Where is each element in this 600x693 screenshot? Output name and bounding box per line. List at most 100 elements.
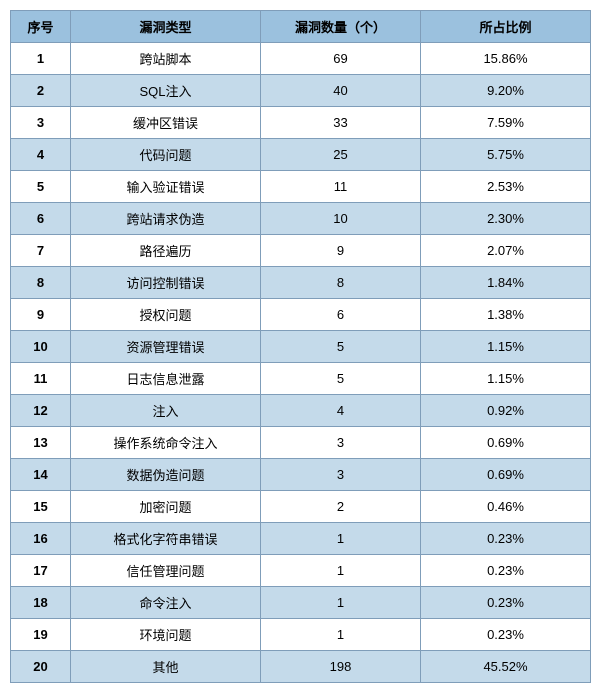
cell-type: 数据伪造问题	[71, 459, 261, 491]
cell-pct: 2.07%	[421, 235, 591, 267]
cell-seq: 7	[11, 235, 71, 267]
cell-seq: 19	[11, 619, 71, 651]
table-row: 9授权问题61.38%	[11, 299, 591, 331]
cell-pct: 0.23%	[421, 587, 591, 619]
cell-count: 4	[261, 395, 421, 427]
cell-count: 3	[261, 459, 421, 491]
cell-seq: 11	[11, 363, 71, 395]
table-row: 19环境问题10.23%	[11, 619, 591, 651]
cell-type: 注入	[71, 395, 261, 427]
table-row: 5输入验证错误112.53%	[11, 171, 591, 203]
cell-type: 其他	[71, 651, 261, 683]
cell-count: 1	[261, 555, 421, 587]
table-row: 13操作系统命令注入30.69%	[11, 427, 591, 459]
table-row: 6跨站请求伪造102.30%	[11, 203, 591, 235]
cell-pct: 0.23%	[421, 555, 591, 587]
cell-seq: 14	[11, 459, 71, 491]
cell-seq: 18	[11, 587, 71, 619]
cell-count: 1	[261, 587, 421, 619]
cell-seq: 6	[11, 203, 71, 235]
table-row: 4代码问题255.75%	[11, 139, 591, 171]
cell-count: 5	[261, 331, 421, 363]
cell-pct: 1.84%	[421, 267, 591, 299]
cell-seq: 8	[11, 267, 71, 299]
cell-type: 资源管理错误	[71, 331, 261, 363]
cell-pct: 2.30%	[421, 203, 591, 235]
table-row: 20其他19845.52%	[11, 651, 591, 683]
cell-seq: 1	[11, 43, 71, 75]
cell-count: 11	[261, 171, 421, 203]
cell-pct: 1.38%	[421, 299, 591, 331]
vulnerability-table: 序号 漏洞类型 漏洞数量（个） 所占比例 1跨站脚本6915.86%2SQL注入…	[10, 10, 591, 683]
cell-type: 缓冲区错误	[71, 107, 261, 139]
cell-pct: 0.23%	[421, 619, 591, 651]
cell-pct: 0.92%	[421, 395, 591, 427]
table-row: 15加密问题20.46%	[11, 491, 591, 523]
cell-type: 环境问题	[71, 619, 261, 651]
cell-seq: 10	[11, 331, 71, 363]
cell-type: 命令注入	[71, 587, 261, 619]
cell-seq: 16	[11, 523, 71, 555]
cell-count: 198	[261, 651, 421, 683]
cell-count: 9	[261, 235, 421, 267]
cell-type: 信任管理问题	[71, 555, 261, 587]
cell-type: 跨站请求伪造	[71, 203, 261, 235]
cell-type: 访问控制错误	[71, 267, 261, 299]
col-header-count: 漏洞数量（个）	[261, 11, 421, 43]
cell-pct: 15.86%	[421, 43, 591, 75]
cell-count: 5	[261, 363, 421, 395]
cell-type: 操作系统命令注入	[71, 427, 261, 459]
table-body: 1跨站脚本6915.86%2SQL注入409.20%3缓冲区错误337.59%4…	[11, 43, 591, 683]
cell-type: 路径遍历	[71, 235, 261, 267]
col-header-pct: 所占比例	[421, 11, 591, 43]
cell-seq: 9	[11, 299, 71, 331]
table-row: 18命令注入10.23%	[11, 587, 591, 619]
cell-seq: 3	[11, 107, 71, 139]
table-row: 7路径遍历92.07%	[11, 235, 591, 267]
table-row: 1跨站脚本6915.86%	[11, 43, 591, 75]
cell-count: 69	[261, 43, 421, 75]
cell-seq: 15	[11, 491, 71, 523]
cell-pct: 0.69%	[421, 459, 591, 491]
cell-count: 40	[261, 75, 421, 107]
cell-pct: 7.59%	[421, 107, 591, 139]
cell-count: 1	[261, 619, 421, 651]
cell-type: 跨站脚本	[71, 43, 261, 75]
cell-type: SQL注入	[71, 75, 261, 107]
col-header-seq: 序号	[11, 11, 71, 43]
cell-seq: 2	[11, 75, 71, 107]
cell-type: 输入验证错误	[71, 171, 261, 203]
table-row: 3缓冲区错误337.59%	[11, 107, 591, 139]
cell-type: 日志信息泄露	[71, 363, 261, 395]
cell-count: 2	[261, 491, 421, 523]
cell-pct: 2.53%	[421, 171, 591, 203]
cell-seq: 5	[11, 171, 71, 203]
cell-count: 33	[261, 107, 421, 139]
cell-pct: 1.15%	[421, 331, 591, 363]
table-row: 17信任管理问题10.23%	[11, 555, 591, 587]
cell-pct: 45.52%	[421, 651, 591, 683]
table-row: 16格式化字符串错误10.23%	[11, 523, 591, 555]
cell-count: 25	[261, 139, 421, 171]
cell-count: 6	[261, 299, 421, 331]
cell-pct: 9.20%	[421, 75, 591, 107]
cell-count: 8	[261, 267, 421, 299]
table-row: 12注入40.92%	[11, 395, 591, 427]
cell-count: 10	[261, 203, 421, 235]
cell-seq: 20	[11, 651, 71, 683]
cell-pct: 0.46%	[421, 491, 591, 523]
cell-type: 授权问题	[71, 299, 261, 331]
cell-pct: 5.75%	[421, 139, 591, 171]
table-header-row: 序号 漏洞类型 漏洞数量（个） 所占比例	[11, 11, 591, 43]
cell-pct: 1.15%	[421, 363, 591, 395]
cell-count: 1	[261, 523, 421, 555]
table-row: 14数据伪造问题30.69%	[11, 459, 591, 491]
cell-count: 3	[261, 427, 421, 459]
cell-type: 加密问题	[71, 491, 261, 523]
table-row: 11日志信息泄露51.15%	[11, 363, 591, 395]
cell-seq: 13	[11, 427, 71, 459]
table-row: 10资源管理错误51.15%	[11, 331, 591, 363]
cell-pct: 0.23%	[421, 523, 591, 555]
table-row: 8访问控制错误81.84%	[11, 267, 591, 299]
cell-seq: 17	[11, 555, 71, 587]
